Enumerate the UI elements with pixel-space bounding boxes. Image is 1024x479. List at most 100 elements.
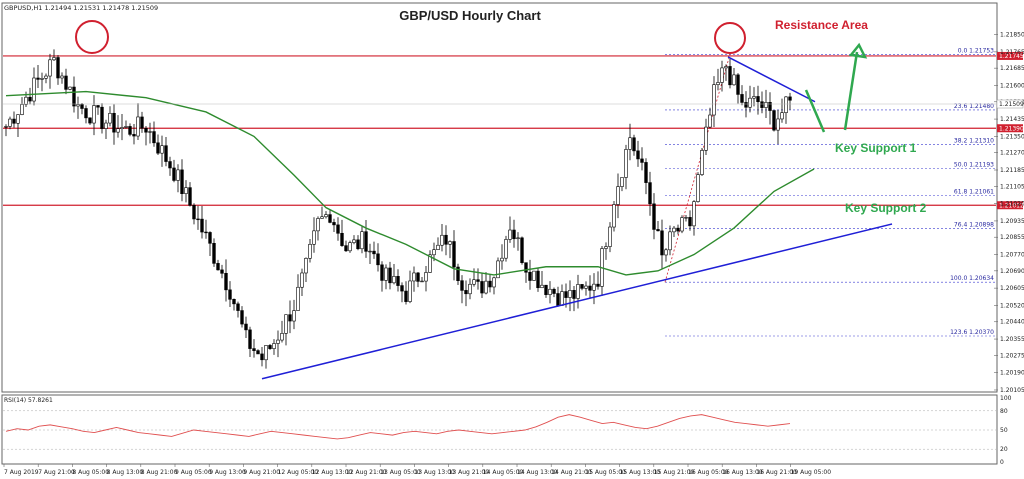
trend-lines [261, 56, 893, 380]
resistance-circle-left [75, 20, 109, 54]
time-tick-label: 8 Aug 13:00 [107, 469, 144, 476]
resistance-circle-right [714, 22, 746, 54]
candle-body [328, 214, 332, 223]
candle-body [468, 283, 472, 295]
candle-body [4, 126, 8, 128]
candle-body [444, 234, 448, 245]
fib-level-label: 61.8 1.21061 [954, 188, 994, 195]
candle-body [268, 345, 272, 349]
candle-body [80, 104, 84, 109]
candle-body [276, 339, 280, 344]
candle-body [44, 75, 48, 79]
candle-body [688, 217, 692, 227]
price-tick-label: 1.21350 [1000, 133, 1024, 140]
time-tick-label: 15 Aug 05:00 [585, 469, 626, 476]
candle-body [752, 96, 756, 99]
candle-body [156, 142, 160, 154]
candle-body [432, 249, 436, 256]
candle-body [404, 290, 408, 302]
candle-body [224, 272, 228, 291]
candle-body [320, 216, 324, 219]
candle-body [104, 122, 108, 129]
candle-body [788, 96, 792, 101]
candle-body [488, 280, 492, 288]
time-tick-label: 16 Aug 05:00 [688, 469, 729, 476]
candle-body [500, 257, 504, 262]
candle-body [476, 279, 480, 282]
price-tick-label: 1.20520 [1000, 302, 1024, 309]
rsi-tick-label: 0 [1000, 459, 1004, 466]
candle-body [120, 127, 124, 129]
candle-body [448, 241, 452, 245]
rsi-label: RSI(14) 57.8261 [4, 397, 53, 404]
candle-body [212, 242, 216, 264]
key-support-2-label: Key Support 2 [845, 201, 927, 215]
candle-body [172, 167, 176, 181]
candle-body [316, 218, 320, 232]
level-price-label: 1.21012 [999, 202, 1024, 209]
candle-body [36, 77, 40, 80]
horizontal-levels: 1.21745 1.21390 1.21012 [3, 51, 1024, 209]
candle-body [148, 131, 152, 133]
rsi-line [5, 414, 791, 440]
candle-body [300, 272, 304, 288]
candle-body [616, 186, 620, 205]
candle-body [724, 66, 728, 69]
candle-body [200, 218, 204, 233]
price-tick-label: 1.21270 [1000, 150, 1024, 157]
candle-body [736, 74, 740, 95]
candle-body [264, 345, 268, 361]
candle-body [64, 75, 68, 90]
fib-level-label: 123.6 1.20370 [950, 329, 994, 336]
candlesticks [4, 49, 792, 369]
candle-body [472, 279, 476, 285]
price-tick-label: 1.21685 [1000, 65, 1024, 72]
candle-body [780, 112, 784, 120]
candle-body [20, 104, 24, 115]
candle-body [656, 229, 660, 232]
candle-body [188, 187, 192, 206]
candle-body [632, 137, 636, 152]
candle-body [732, 74, 736, 86]
candle-body [592, 283, 596, 291]
candle-body [480, 281, 484, 294]
candle-body [208, 232, 212, 244]
time-tick-label: 12 Aug 05:00 [278, 469, 319, 476]
chart-title: GBP/USD Hourly Chart [399, 8, 541, 23]
candle-body [428, 254, 432, 273]
candle-body [640, 158, 644, 163]
rsi-tick-label: 20 [1000, 446, 1008, 453]
support-arrow-down [804, 89, 826, 133]
candle-body [716, 82, 720, 85]
candle-body [504, 239, 508, 259]
time-tick-label: 12 Aug 13:00 [312, 469, 353, 476]
candle-body [416, 272, 420, 282]
candle-body [620, 177, 624, 187]
fib-level-label: 76.4 1.20898 [954, 221, 994, 228]
candle-body [392, 276, 396, 284]
candle-body [680, 217, 684, 232]
price-tick-label: 1.21020 [1000, 201, 1024, 208]
candle-body [768, 102, 772, 111]
candle-body [52, 57, 56, 61]
descending-resistance-trend-line [727, 56, 816, 103]
price-tick-label: 1.20690 [1000, 268, 1024, 275]
candle-body [116, 128, 120, 133]
candle-body [712, 84, 716, 116]
candle-body [24, 96, 28, 105]
candle-body [424, 272, 428, 282]
candle-body [308, 243, 312, 259]
candle-body [76, 104, 80, 107]
price-tick-label: 1.20355 [1000, 336, 1024, 343]
time-tick-label: 14 Aug 05:00 [483, 469, 524, 476]
time-tick-label: 9 Aug 21:00 [243, 469, 280, 476]
candle-body [296, 286, 300, 311]
candle-body [84, 108, 88, 119]
price-tick-label: 1.20440 [1000, 319, 1024, 326]
candle-body [160, 145, 164, 154]
candle-body [584, 285, 588, 289]
candle-body [720, 67, 724, 83]
candle-body [756, 96, 760, 103]
candle-body [560, 291, 564, 306]
candle-body [576, 284, 580, 299]
